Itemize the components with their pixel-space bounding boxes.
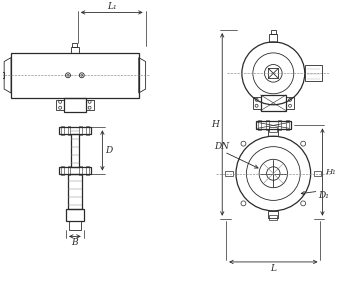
Bar <box>71 47 79 53</box>
Bar <box>2 72 4 78</box>
Text: D₁: D₁ <box>318 191 329 200</box>
Bar <box>266 121 269 130</box>
Bar <box>269 215 277 220</box>
Bar <box>86 126 89 135</box>
Bar <box>271 30 276 34</box>
Text: DN: DN <box>214 142 229 151</box>
Bar <box>269 127 277 132</box>
Bar <box>73 43 77 47</box>
Text: D: D <box>106 146 113 155</box>
Bar <box>64 98 86 112</box>
Bar <box>67 166 70 175</box>
Bar <box>71 134 79 167</box>
Bar <box>286 97 294 109</box>
Text: L₁: L₁ <box>107 2 117 11</box>
Bar <box>11 53 139 98</box>
Bar <box>269 211 278 218</box>
Bar <box>225 171 233 176</box>
Bar <box>61 166 64 175</box>
Bar <box>269 34 277 42</box>
Bar <box>269 68 278 78</box>
Bar <box>286 121 289 130</box>
Bar <box>56 100 64 110</box>
Bar <box>278 121 281 130</box>
Bar <box>86 166 89 175</box>
Bar <box>269 129 278 136</box>
Bar <box>61 126 64 135</box>
Bar <box>79 126 82 135</box>
Bar <box>79 166 82 175</box>
Bar <box>253 97 261 109</box>
Bar <box>59 127 90 134</box>
Bar <box>258 121 261 130</box>
Text: B: B <box>71 238 78 247</box>
Bar <box>261 95 286 111</box>
Bar <box>66 209 84 221</box>
Bar <box>256 121 291 129</box>
Bar <box>305 65 322 81</box>
Text: L: L <box>270 264 276 273</box>
Bar <box>314 171 321 176</box>
Bar <box>68 174 82 209</box>
Bar <box>67 126 70 135</box>
Text: H₁: H₁ <box>325 168 336 176</box>
Text: H: H <box>211 120 219 129</box>
Bar <box>69 221 81 230</box>
Bar <box>86 100 94 110</box>
Bar <box>59 167 90 174</box>
